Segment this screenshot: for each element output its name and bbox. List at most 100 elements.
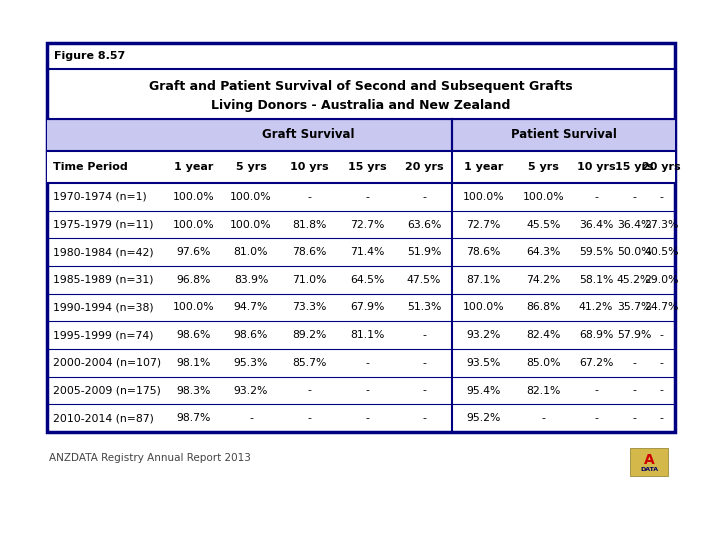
Text: 68.9%: 68.9% — [579, 330, 613, 340]
Text: -: - — [632, 413, 636, 423]
Text: 100.0%: 100.0% — [173, 219, 215, 230]
Text: 63.6%: 63.6% — [407, 219, 441, 230]
Text: 45.2%: 45.2% — [617, 275, 651, 285]
Text: Graft and Patient Survival of Second and Subsequent Grafts: Graft and Patient Survival of Second and… — [149, 80, 573, 93]
Text: -: - — [660, 413, 663, 423]
Text: 81.1%: 81.1% — [350, 330, 384, 340]
Text: 89.2%: 89.2% — [292, 330, 326, 340]
Bar — [165, 119, 452, 151]
Text: 71.4%: 71.4% — [350, 247, 384, 257]
Text: 5 yrs: 5 yrs — [235, 162, 266, 172]
Text: -: - — [594, 413, 598, 423]
Text: 15 yrs: 15 yrs — [615, 162, 653, 172]
Text: 10 yrs: 10 yrs — [289, 162, 328, 172]
Text: 93.5%: 93.5% — [467, 358, 500, 368]
Text: 81.0%: 81.0% — [234, 247, 269, 257]
Text: 24.7%: 24.7% — [644, 302, 679, 313]
Text: 5 yrs: 5 yrs — [528, 162, 559, 172]
Text: 20 yrs: 20 yrs — [405, 162, 444, 172]
Text: 2005-2009 (n=175): 2005-2009 (n=175) — [53, 386, 161, 395]
Text: 1995-1999 (n=74): 1995-1999 (n=74) — [53, 330, 153, 340]
Text: -: - — [307, 192, 311, 202]
Text: Figure 8.57: Figure 8.57 — [54, 51, 125, 61]
Text: 97.6%: 97.6% — [176, 247, 211, 257]
Text: DATA: DATA — [640, 467, 658, 472]
Bar — [630, 448, 668, 476]
Text: 15 yrs: 15 yrs — [348, 162, 387, 172]
Text: 41.2%: 41.2% — [579, 302, 613, 313]
Text: 93.2%: 93.2% — [467, 330, 500, 340]
Text: 96.8%: 96.8% — [176, 275, 211, 285]
Text: -: - — [365, 358, 369, 368]
Text: 47.5%: 47.5% — [407, 275, 441, 285]
Text: 51.9%: 51.9% — [407, 247, 441, 257]
Text: 100.0%: 100.0% — [173, 302, 215, 313]
Text: -: - — [365, 192, 369, 202]
Text: 71.0%: 71.0% — [292, 275, 326, 285]
Text: 67.2%: 67.2% — [579, 358, 613, 368]
Text: 100.0%: 100.0% — [463, 192, 504, 202]
Text: -: - — [307, 413, 311, 423]
Text: -: - — [660, 192, 663, 202]
Text: 95.4%: 95.4% — [467, 386, 500, 395]
Text: 64.5%: 64.5% — [350, 275, 384, 285]
Text: Living Donors - Australia and New Zealand: Living Donors - Australia and New Zealan… — [211, 98, 510, 111]
Text: -: - — [422, 192, 426, 202]
Text: 82.1%: 82.1% — [526, 386, 561, 395]
Text: 100.0%: 100.0% — [230, 219, 272, 230]
Text: 83.9%: 83.9% — [234, 275, 268, 285]
Text: 100.0%: 100.0% — [230, 192, 272, 202]
Text: 98.3%: 98.3% — [176, 386, 211, 395]
Text: 57.9%: 57.9% — [617, 330, 651, 340]
Text: 98.6%: 98.6% — [234, 330, 268, 340]
Text: 50.0%: 50.0% — [617, 247, 652, 257]
Text: 59.5%: 59.5% — [579, 247, 613, 257]
Text: -: - — [660, 386, 663, 395]
Text: 58.1%: 58.1% — [579, 275, 613, 285]
Text: -: - — [660, 330, 663, 340]
Text: -: - — [422, 386, 426, 395]
Text: 98.7%: 98.7% — [176, 413, 211, 423]
Text: -: - — [632, 192, 636, 202]
Text: 67.9%: 67.9% — [350, 302, 384, 313]
Text: 73.3%: 73.3% — [292, 302, 326, 313]
Text: 85.0%: 85.0% — [526, 358, 561, 368]
Text: 100.0%: 100.0% — [523, 192, 564, 202]
Text: -: - — [632, 386, 636, 395]
Text: 1 year: 1 year — [464, 162, 503, 172]
Text: -: - — [660, 358, 663, 368]
Text: 100.0%: 100.0% — [463, 302, 504, 313]
Text: 93.2%: 93.2% — [234, 386, 268, 395]
Text: 40.5%: 40.5% — [644, 247, 679, 257]
Text: -: - — [365, 386, 369, 395]
Text: 1990-1994 (n=38): 1990-1994 (n=38) — [53, 302, 153, 313]
Text: -: - — [249, 413, 253, 423]
Text: 10 yrs: 10 yrs — [577, 162, 616, 172]
Text: 98.6%: 98.6% — [176, 330, 211, 340]
Bar — [47, 119, 165, 151]
Text: -: - — [594, 386, 598, 395]
Text: 1970-1974 (n=1): 1970-1974 (n=1) — [53, 192, 147, 202]
Text: 85.7%: 85.7% — [292, 358, 326, 368]
Text: -: - — [632, 358, 636, 368]
Text: 72.7%: 72.7% — [350, 219, 384, 230]
Text: 78.6%: 78.6% — [467, 247, 500, 257]
Text: 94.7%: 94.7% — [234, 302, 268, 313]
Text: -: - — [422, 413, 426, 423]
Text: 20 yrs: 20 yrs — [642, 162, 681, 172]
Text: 1985-1989 (n=31): 1985-1989 (n=31) — [53, 275, 153, 285]
Text: 95.3%: 95.3% — [234, 358, 268, 368]
Text: 86.8%: 86.8% — [526, 302, 561, 313]
Text: 35.7%: 35.7% — [617, 302, 651, 313]
Text: Graft Survival: Graft Survival — [262, 129, 355, 141]
Text: -: - — [422, 358, 426, 368]
Text: Time Period: Time Period — [53, 162, 127, 172]
Text: 45.5%: 45.5% — [526, 219, 561, 230]
Text: 29.0%: 29.0% — [644, 275, 679, 285]
Text: ANZDATA Registry Annual Report 2013: ANZDATA Registry Annual Report 2013 — [49, 453, 251, 463]
Text: 81.8%: 81.8% — [292, 219, 326, 230]
Text: A: A — [644, 453, 654, 467]
Bar — [47, 43, 675, 432]
Text: 36.4%: 36.4% — [617, 219, 651, 230]
Text: -: - — [422, 330, 426, 340]
